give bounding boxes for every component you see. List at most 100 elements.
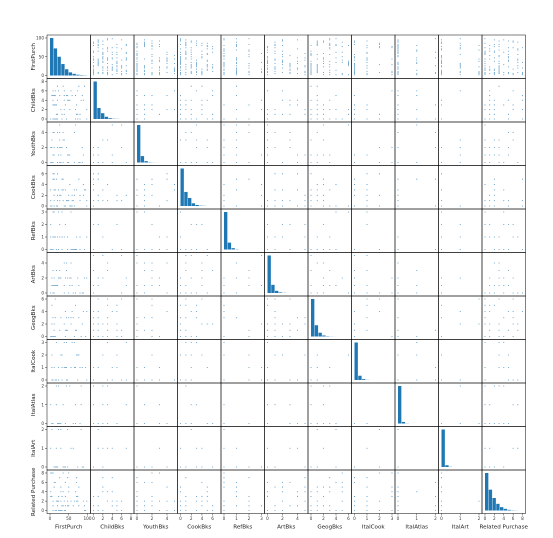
scatter-point — [266, 46, 269, 48]
scatter-point — [498, 67, 500, 69]
scatter-point — [347, 205, 350, 207]
scatter-point — [185, 466, 187, 468]
scatter-point — [125, 284, 127, 287]
scatter-point — [310, 205, 312, 207]
scatter-point — [248, 56, 250, 58]
scatter-point — [397, 500, 399, 502]
scatter-point — [484, 68, 486, 70]
scatter-point — [52, 178, 54, 180]
scatter-point — [97, 146, 99, 149]
scatter-point — [67, 200, 69, 202]
scatter-point — [179, 59, 182, 61]
scatter-point — [498, 284, 500, 287]
scatter-point — [397, 40, 399, 42]
scatter-point — [125, 69, 127, 71]
scatter-point — [116, 366, 118, 369]
scatter-point — [125, 341, 127, 344]
scatter-point — [289, 104, 291, 106]
scatter-point — [92, 184, 95, 186]
scatter-point — [489, 66, 491, 68]
scatter-point — [416, 74, 418, 76]
scatter-point — [136, 466, 138, 468]
scatter-point — [296, 205, 299, 207]
scatter-point — [484, 51, 486, 53]
cell-frame — [46, 208, 91, 253]
scatter-point — [378, 310, 381, 313]
scatter-point — [281, 60, 284, 62]
scatter-point — [70, 277, 72, 279]
scatter-point — [158, 422, 161, 425]
scatter-point — [63, 139, 65, 141]
x-tick-label: 100 — [84, 516, 92, 521]
cell-RefBks-vs-ItalAtlas — [394, 208, 439, 253]
scatter-point — [316, 379, 318, 381]
scatter-point — [235, 59, 238, 61]
scatter-point — [517, 41, 519, 43]
scatter-point — [58, 509, 60, 512]
scatter-point — [185, 43, 187, 45]
scatter-point — [81, 95, 83, 97]
scatter-point — [54, 236, 56, 238]
scatter-point — [73, 131, 75, 134]
y-tick-label: 1 — [41, 365, 44, 370]
scatter-point — [92, 310, 95, 313]
cell-FirstPurch-vs-RefBks — [220, 34, 265, 79]
scatter-point — [235, 178, 238, 180]
scatter-point — [53, 154, 55, 156]
scatter-point — [185, 39, 187, 41]
scatter-point — [125, 447, 127, 449]
scatter-point — [59, 236, 61, 238]
scatter-point — [76, 481, 78, 483]
scatter-point — [341, 481, 343, 483]
y-tick-label: 2 — [41, 322, 44, 327]
scatter-point — [73, 248, 75, 251]
cell-frame — [481, 382, 526, 427]
scatter-point — [223, 38, 225, 40]
cell-frame — [133, 295, 178, 340]
scatter-point — [235, 491, 238, 493]
scatter-point — [92, 379, 95, 381]
cell-ItalCook-vs-ItalCook — [351, 339, 396, 384]
scatter-point — [248, 71, 250, 74]
y-axis-label: GeogBks — [31, 305, 37, 330]
scatter-point — [274, 236, 276, 238]
scatter-point — [310, 495, 312, 497]
scatter-point — [136, 211, 138, 213]
scatter-point — [322, 71, 325, 74]
scatter-point — [196, 90, 198, 92]
scatter-point — [484, 304, 486, 306]
cell-frame — [394, 165, 439, 210]
y-tick-label: 0 — [41, 421, 44, 426]
scatter-point — [143, 379, 146, 381]
scatter-point — [206, 146, 208, 149]
scatter-point — [173, 500, 176, 502]
scatter-point — [498, 68, 500, 70]
scatter-point — [366, 40, 368, 42]
scatter-point — [50, 118, 52, 120]
scatter-point — [53, 118, 55, 120]
scatter-point — [136, 60, 138, 62]
scatter-point — [512, 47, 514, 49]
cell-ItalArt-vs-GeogBks — [307, 426, 352, 471]
scatter-point — [151, 56, 153, 58]
cell-frame — [90, 208, 135, 253]
scatter-point — [397, 46, 399, 48]
scatter-point — [206, 64, 208, 66]
scatter-point — [440, 118, 443, 120]
scatter-point — [521, 109, 524, 111]
scatter-point — [212, 51, 214, 53]
cell-RefBks-vs-ArtBks — [264, 208, 309, 253]
scatter-point — [74, 292, 77, 294]
scatter-point — [53, 131, 55, 134]
scatter-point — [86, 500, 88, 502]
scatter-point — [73, 366, 75, 369]
histogram-bar — [224, 212, 228, 250]
scatter-point — [73, 189, 75, 191]
scatter-point — [329, 38, 331, 40]
scatter-point — [151, 277, 153, 279]
cell-frame — [438, 382, 483, 427]
scatter-point — [173, 189, 176, 191]
scatter-point — [136, 50, 138, 52]
scatter-point — [136, 46, 138, 48]
cell-frame — [351, 382, 396, 427]
